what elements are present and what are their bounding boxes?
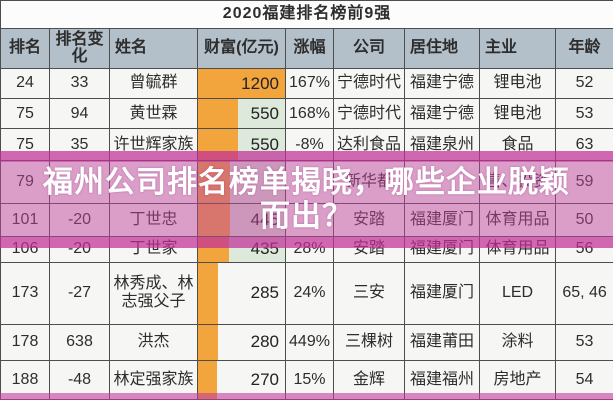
wealth-databar	[198, 325, 218, 360]
cell-residence: 福建宁德	[404, 68, 480, 100]
cell-age: 52	[554, 68, 613, 100]
cell-rank-change: -27	[49, 261, 110, 325]
banner-top-edge	[0, 151, 613, 162]
col-header-business: 主业	[479, 28, 556, 70]
bottom-pink-strip	[0, 393, 613, 400]
cell-rank: 173	[0, 261, 50, 325]
cell-company: 三棵树	[333, 323, 405, 361]
cell-wealth: 1200	[197, 68, 286, 100]
promo-banner-overlay: 福州公司排名榜单揭晓，哪些企业脱颖 而出？	[0, 151, 613, 248]
col-header-rank-change: 排名变化	[49, 28, 110, 70]
col-header-rank: 排名	[0, 28, 50, 70]
cell-company: 三安	[333, 261, 405, 325]
cell-company: 宁德时代	[333, 98, 405, 130]
table-row: 75 94 黄世霖 550 168% 宁德时代 福建宁德 锂电池 53	[0, 98, 613, 130]
cell-rank-change: 94	[49, 98, 110, 130]
table-row: 173 -27 林秀成、林志强父子 285 24% 三安 福建厦门 LED 65…	[0, 261, 613, 325]
cell-wealth: 285	[197, 261, 286, 325]
cell-business: 锂电池	[479, 68, 556, 100]
cell-name: 曾毓群	[109, 68, 198, 100]
col-header-residence: 居住地	[404, 28, 480, 70]
cell-residence: 福建莆田	[404, 323, 480, 361]
cell-business: 锂电池	[479, 98, 556, 130]
cell-rank: 75	[0, 98, 50, 130]
table-row: 24 33 曾毓群 1200 167% 宁德时代 福建宁德 锂电池 52	[0, 68, 613, 100]
cell-gain: 168%	[285, 98, 334, 130]
cell-company: 宁德时代	[333, 68, 405, 100]
banner-headline-line1: 福州公司排名榜单揭晓，哪些企业脱颖	[43, 165, 570, 199]
col-header-age: 年龄	[554, 28, 613, 70]
table-title-row: 2020福建排名榜前9强	[0, 0, 613, 30]
cell-residence: 福建厦门	[404, 261, 480, 325]
cell-rank-change: 638	[49, 323, 110, 361]
table-row: 178 638 洪杰 280 449% 三棵树 福建莆田 涂料 53	[0, 323, 613, 361]
cell-residence: 福建福州	[404, 359, 480, 400]
cell-business: LED	[479, 261, 556, 325]
banner-bottom-edge	[0, 237, 613, 248]
wealth-databar	[198, 361, 218, 399]
cell-wealth: 280	[197, 323, 286, 361]
cell-gain: 449%	[285, 323, 334, 361]
col-header-gain: 涨幅	[285, 28, 334, 70]
col-header-name: 姓名	[109, 28, 198, 70]
cell-age: 53	[554, 323, 613, 361]
cell-rank-change: 33	[49, 68, 110, 100]
cell-wealth: 550	[197, 98, 286, 130]
wealth-databar	[198, 69, 285, 98]
table-header-row: 排名 排名变化 姓名 财富(亿元) 涨幅 公司 居住地 主业 年龄	[0, 28, 613, 70]
cell-residence: 福建宁德	[404, 98, 480, 130]
wealth-databar	[198, 99, 239, 128]
col-header-company: 公司	[333, 28, 405, 70]
cell-gain: 24%	[285, 261, 334, 325]
cell-rank: 24	[0, 68, 50, 100]
table-title: 2020福建排名榜前9强	[0, 0, 613, 30]
cell-business: 涂料	[479, 323, 556, 361]
cell-gain: 167%	[285, 68, 334, 100]
col-header-wealth: 财富(亿元)	[197, 28, 286, 70]
wealth-databar	[198, 263, 218, 324]
cell-rank: 178	[0, 323, 50, 361]
banner-headline-line2: 而出？	[260, 199, 353, 233]
cell-name: 黄世霖	[109, 98, 198, 130]
cell-name: 洪杰	[109, 323, 198, 361]
cell-name: 林秀成、林志强父子	[109, 261, 198, 325]
cell-age: 53	[554, 98, 613, 130]
cell-age: 65, 46	[554, 261, 613, 325]
